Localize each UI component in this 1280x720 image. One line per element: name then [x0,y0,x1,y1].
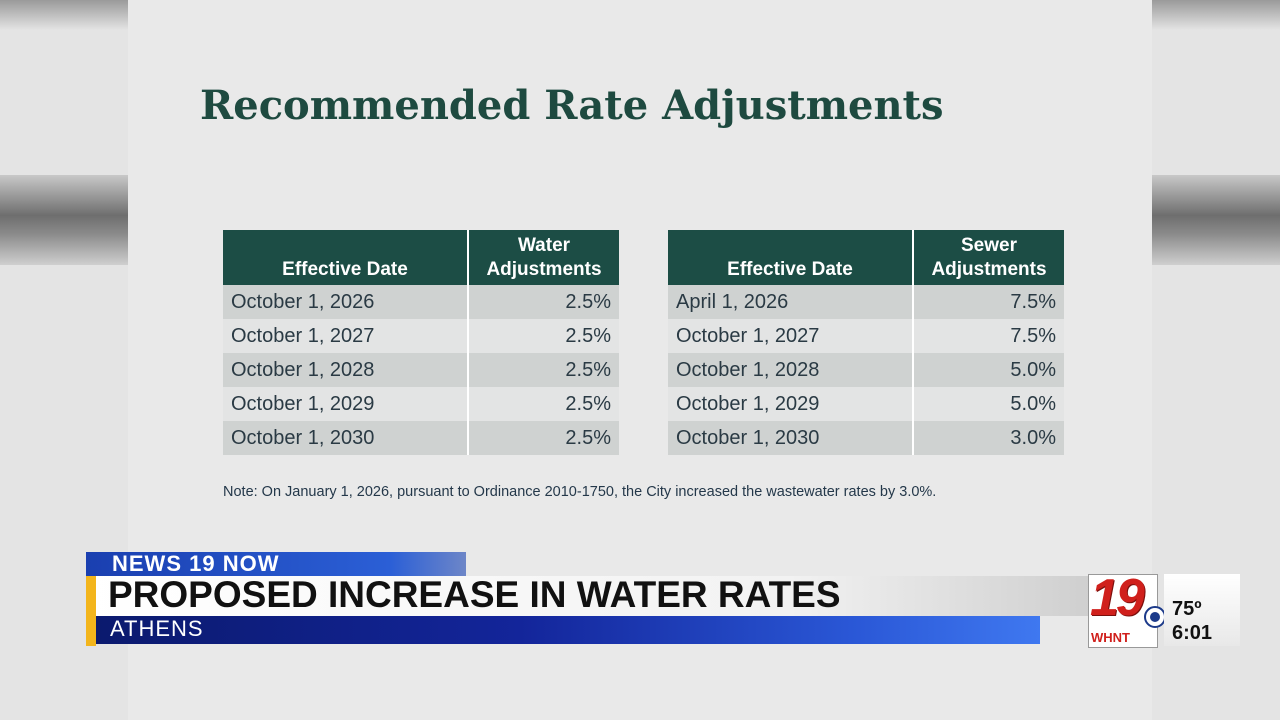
cbs-eye-icon [1144,606,1166,628]
location-bar [96,616,1040,644]
table-row: October 1, 2027 2.5% [223,319,619,353]
rate-cell: 2.5% [468,285,619,319]
weather-clock-box [1164,574,1240,646]
call-letters: WHNT [1091,630,1130,645]
rate-cell: 2.5% [468,421,619,455]
table-row: October 1, 2028 5.0% [668,353,1064,387]
sewer-header-text: Sewer Adjustments [931,235,1047,280]
headline-accent [86,576,96,646]
date-cell: October 1, 2027 [223,319,469,353]
date-cell: October 1, 2027 [668,319,914,353]
date-cell: October 1, 2030 [668,421,914,455]
table-header-sewer-adjustments: Sewer Adjustments [913,230,1064,285]
table-header-effective-date: Effective Date [223,230,469,285]
table-header-effective-date: Effective Date [668,230,914,285]
table-header-water-adjustments: Water Adjustments [468,230,619,285]
date-cell: October 1, 2028 [223,353,469,387]
sewer-rates-table: Effective Date Sewer Adjustments April 1,… [668,230,1064,455]
date-cell: October 1, 2030 [223,421,469,455]
date-cell: October 1, 2028 [668,353,914,387]
slide-title: Recommended Rate Adjustments [200,82,944,129]
water-header-text: Water Adjustments [486,235,602,280]
table-row: October 1, 2026 2.5% [223,285,619,319]
table-row: October 1, 2029 2.5% [223,387,619,421]
news-kicker-bar [86,552,466,576]
date-cell: October 1, 2029 [668,387,914,421]
headline: PROPOSED INCREASE IN WATER RATES [108,574,841,615]
table-row: October 1, 2028 2.5% [223,353,619,387]
rate-cell: 3.0% [913,421,1064,455]
rate-cell: 7.5% [913,285,1064,319]
water-rates-table: Effective Date Water Adjustments October … [223,230,619,455]
rate-cell: 5.0% [913,353,1064,387]
table-row: October 1, 2030 2.5% [223,421,619,455]
slide-note: Note: On January 1, 2026, pursuant to Or… [223,484,937,500]
news-kicker: NEWS 19 NOW [112,551,280,576]
table-row: October 1, 2029 5.0% [668,387,1064,421]
date-cell: October 1, 2029 [223,387,469,421]
headline-bar [86,576,1090,616]
rate-cell: 2.5% [468,319,619,353]
rate-cell: 7.5% [913,319,1064,353]
table-row: October 1, 2027 7.5% [668,319,1064,353]
location-label: ATHENS [110,616,204,641]
table-row: April 1, 2026 7.5% [668,285,1064,319]
channel-number: 19 [1090,569,1145,627]
table-row: October 1, 2030 3.0% [668,421,1064,455]
clock-time: 6:01 [1172,622,1213,644]
date-cell: October 1, 2026 [223,285,469,319]
temperature: 75º [1172,598,1202,620]
rate-cell: 2.5% [468,387,619,421]
rate-cell: 5.0% [913,387,1064,421]
date-cell: April 1, 2026 [668,285,914,319]
rate-cell: 2.5% [468,353,619,387]
